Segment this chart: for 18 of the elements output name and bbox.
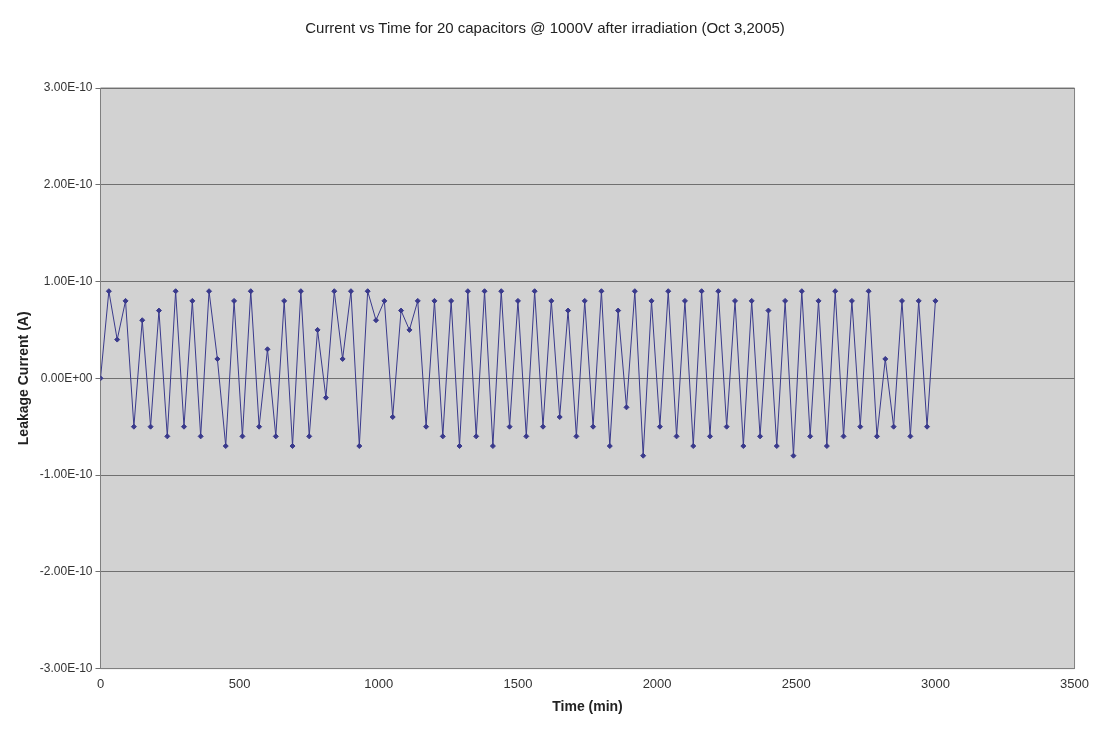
x-tick-label: 1000 (364, 675, 394, 691)
y-tick-label: -2.00E-10 (39, 564, 93, 579)
x-tick-label: 0 (96, 675, 105, 691)
x-tick-label: 500 (228, 675, 251, 691)
y-tick-label: 0.00E+00 (40, 370, 93, 385)
x-tick-label: 1500 (503, 675, 533, 691)
x-tick-label: 2500 (781, 675, 811, 691)
y-tick-label: 2.00E-10 (43, 177, 93, 192)
x-axis-title: Time (min) (552, 698, 623, 715)
x-tick-label: 2000 (642, 675, 672, 691)
x-tick-label: 3000 (920, 675, 950, 691)
y-tick-label: 3.00E-10 (43, 80, 93, 95)
y-axis-title: Leakage Current (A) (15, 311, 32, 446)
chart-title: Current vs Time for 20 capacitors @ 1000V after irradiation (Oct 3,2005) (305, 19, 785, 37)
y-tick-label: -3.00E-10 (39, 660, 93, 675)
y-tick-label: -1.00E-10 (39, 467, 93, 482)
x-tick-label: 3500 (1060, 675, 1089, 691)
y-tick-label: 1.00E-10 (43, 273, 93, 288)
